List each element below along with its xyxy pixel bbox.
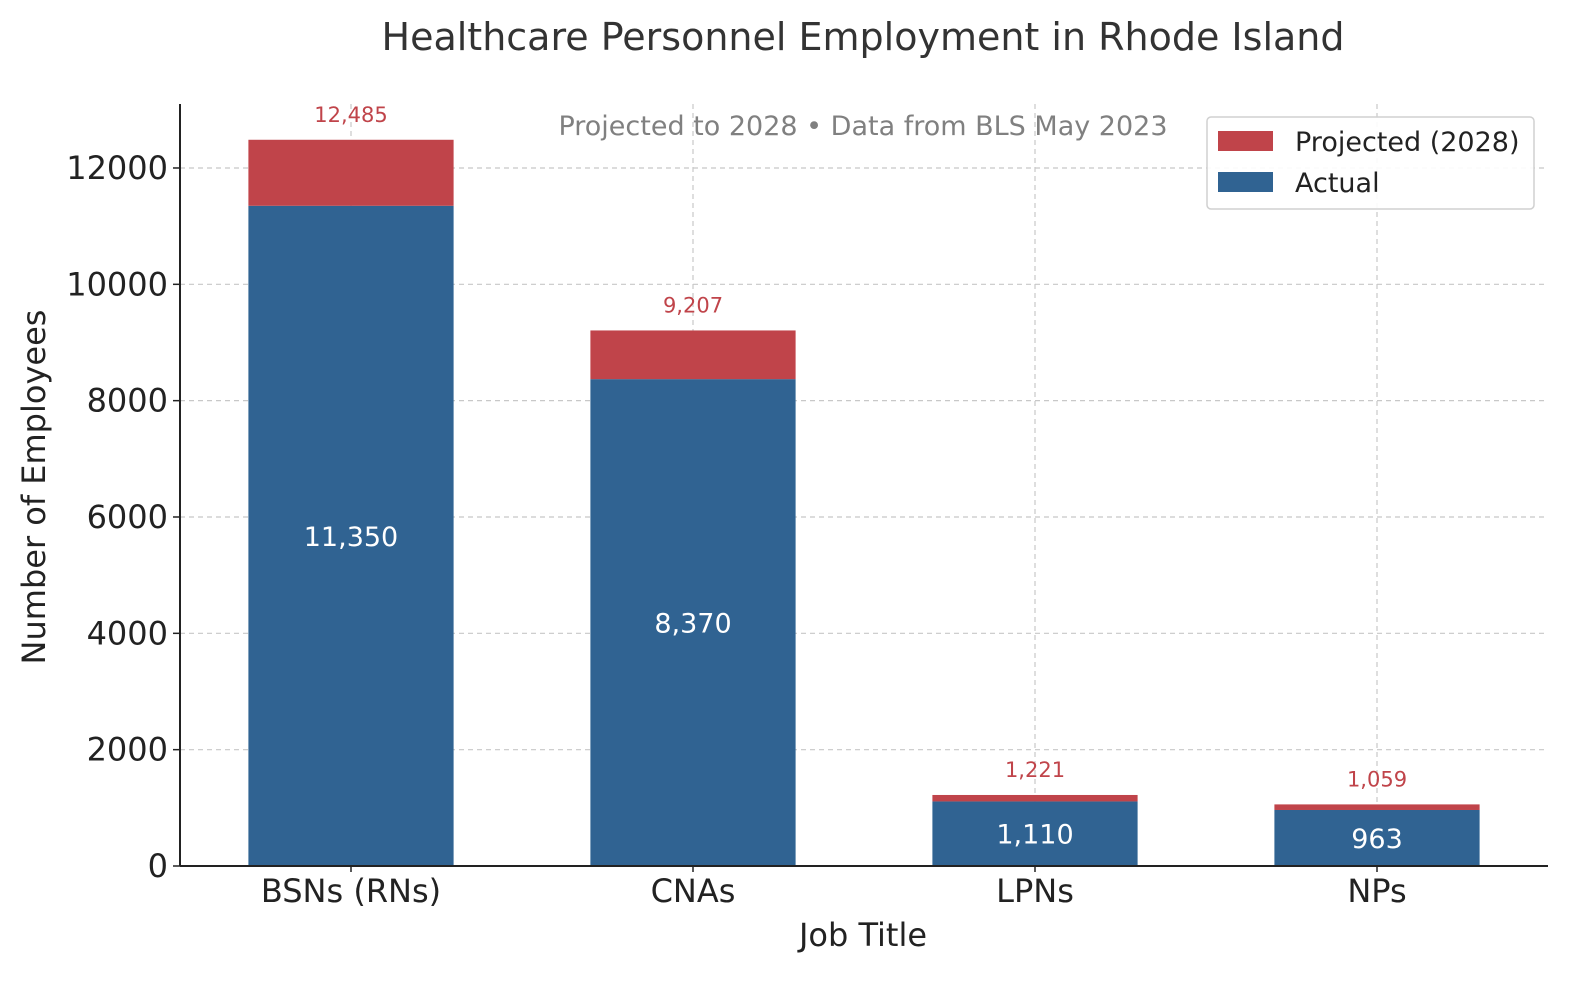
y-tick-label-3: 6000 bbox=[87, 498, 168, 536]
legend-label-0: Projected (2028) bbox=[1295, 127, 1520, 158]
x-tick-label-1: CNAs bbox=[651, 872, 736, 910]
y-tick-label-6: 12000 bbox=[66, 149, 168, 187]
bar-projected-0 bbox=[248, 139, 454, 206]
x-axis-label: Job Title bbox=[797, 916, 927, 954]
bars bbox=[248, 139, 1480, 867]
bar-projected-2 bbox=[932, 794, 1138, 802]
axes: BSNs (RNs) CNAs LPNs NPs 0 2000 4000 6000 8000 10… bbox=[66, 104, 1548, 910]
y-tick-label-5: 10000 bbox=[66, 265, 168, 303]
y-tick-label-2: 4000 bbox=[87, 614, 168, 652]
x-tick-label-0: BSNs (RNs) bbox=[261, 872, 441, 910]
legend: Projected (2028) Actual bbox=[1206, 116, 1535, 210]
data-labels: 11,350 12,485 8,370 9,207 1,110 1,221 963 1,059 bbox=[304, 103, 1407, 855]
actual-value-label-3: 963 bbox=[1351, 824, 1403, 855]
legend-box bbox=[1206, 116, 1535, 210]
total-value-label-3: 1,059 bbox=[1347, 767, 1407, 791]
legend-swatch-1 bbox=[1218, 172, 1273, 192]
y-tick-label-4: 8000 bbox=[87, 382, 168, 420]
legend-swatch-0 bbox=[1218, 131, 1273, 151]
chart-subtitle: Projected to 2028 • Data from BLS May 20… bbox=[558, 111, 1167, 142]
y-tick-label-1: 2000 bbox=[87, 731, 168, 769]
actual-value-label-2: 1,110 bbox=[996, 820, 1073, 851]
y-tick-label-0: 0 bbox=[148, 847, 168, 885]
bar-actual-0 bbox=[248, 205, 454, 867]
bar-actual-1 bbox=[590, 379, 796, 866]
actual-value-label-1: 8,370 bbox=[654, 609, 731, 640]
y-axis-label: Number of Employees bbox=[15, 310, 53, 665]
bar-actual-3 bbox=[1274, 809, 1480, 866]
actual-value-label-0: 11,350 bbox=[304, 522, 398, 553]
total-value-label-0: 12,485 bbox=[314, 103, 387, 127]
bar-projected-3 bbox=[1274, 804, 1480, 810]
total-value-label-1: 9,207 bbox=[663, 293, 723, 317]
x-tick-label-3: NPs bbox=[1347, 872, 1406, 910]
chart-title: Healthcare Personnel Employment in Rhode… bbox=[382, 15, 1345, 59]
bar-projected-1 bbox=[590, 330, 796, 380]
legend-label-1: Actual bbox=[1295, 168, 1380, 199]
bar-actual-2 bbox=[932, 801, 1138, 866]
x-tick-label-2: LPNs bbox=[996, 872, 1074, 910]
total-value-label-2: 1,221 bbox=[1005, 758, 1065, 782]
